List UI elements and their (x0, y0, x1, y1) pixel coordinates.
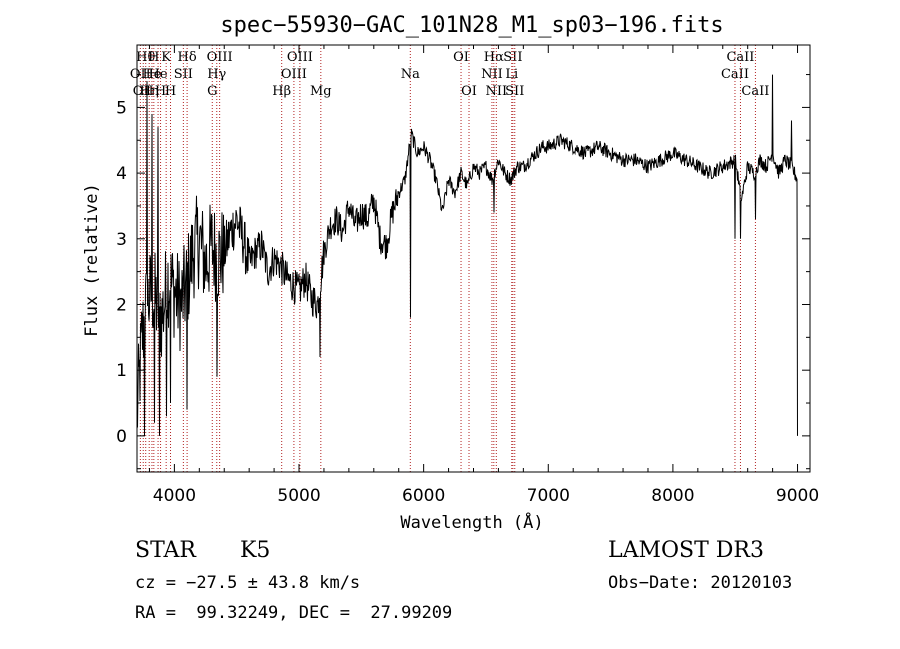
object-class: STAR (135, 538, 196, 563)
x-tick-label-0: 4000 (153, 486, 196, 506)
line-marker-label-9: H (165, 84, 176, 99)
survey-name: LAMOST DR3 (608, 538, 764, 563)
line-marker-label-6: He (149, 67, 168, 82)
chart-title: spec−55930−GAC_101N28_M1_sp03−196.fits (220, 13, 723, 38)
line-marker-label-24: NII (485, 84, 507, 99)
line-marker-label-25: Li (505, 67, 518, 82)
x-tick-label-3: 7000 (527, 486, 570, 506)
x-tick-label-2: 6000 (402, 486, 445, 506)
y-tick-label-2: 2 (116, 295, 127, 315)
redshift-value: cz = −27.5 ± 43.8 km/s (135, 573, 361, 593)
x-axis-label: Wavelength (Å) (400, 511, 543, 533)
x-axis-ticks: 4000 5000 6000 7000 8000 9000 (148, 45, 819, 506)
y-tick-label-3: 3 (116, 230, 127, 250)
line-marker-label-10: SII (174, 67, 193, 82)
line-marker-label-17: OIII (287, 50, 313, 65)
y-axis-label: Flux (relative) (82, 183, 102, 337)
line-marker-label-2: Hθ (136, 50, 155, 65)
line-marker-label-7: H (155, 84, 166, 99)
line-marker-label-5: H (148, 50, 159, 65)
line-marker-label-8: K (161, 50, 171, 65)
line-marker-label-1: OII (133, 84, 154, 99)
line-marker-label-29: CaII (726, 50, 754, 65)
line-marker-label-23: Hα (484, 50, 504, 65)
line-marker-label-20: OI (453, 50, 469, 65)
line-marker-label-11: Hδ (178, 50, 197, 65)
line-marker-label-26: SII (503, 50, 522, 65)
line-marker-label-16: OIII (281, 67, 307, 82)
observation-date: Obs−Date: 20120103 (608, 573, 793, 593)
line-marker-label-14: OIII (207, 50, 233, 65)
flux-series-line (136, 74, 798, 436)
line-marker-label-30: CaII (741, 84, 769, 99)
x-tick-label-5: 9000 (776, 486, 819, 506)
coordinates: RA = 99.32249, DEC = 27.99209 (135, 603, 453, 623)
line-marker-label-15: Hβ (272, 84, 291, 99)
x-tick-label-4: 8000 (651, 486, 694, 506)
y-tick-label-1: 1 (116, 361, 127, 381)
line-marker-label-28: CaII (721, 67, 749, 82)
object-subclass: K5 (240, 538, 271, 563)
line-marker-label-22: NII (481, 67, 503, 82)
plot-frame (136, 44, 811, 473)
x-tick-label-1: 5000 (277, 486, 320, 506)
line-marker-label-19: Na (401, 67, 420, 82)
line-marker-label-12: G (207, 84, 217, 99)
y-tick-label-5: 5 (116, 98, 127, 118)
line-marker-label-21: OI (461, 84, 477, 99)
y-tick-label-0: 0 (116, 427, 127, 447)
line-marker-label-18: Mg (310, 84, 332, 99)
line-marker-label-27: SII (505, 84, 524, 99)
line-marker-label-13: Hγ (207, 67, 226, 82)
line-marker-label-4: He (142, 67, 161, 82)
y-axis-ticks: 0 1 2 3 4 5 (116, 74, 810, 470)
y-tick-label-4: 4 (116, 164, 127, 184)
